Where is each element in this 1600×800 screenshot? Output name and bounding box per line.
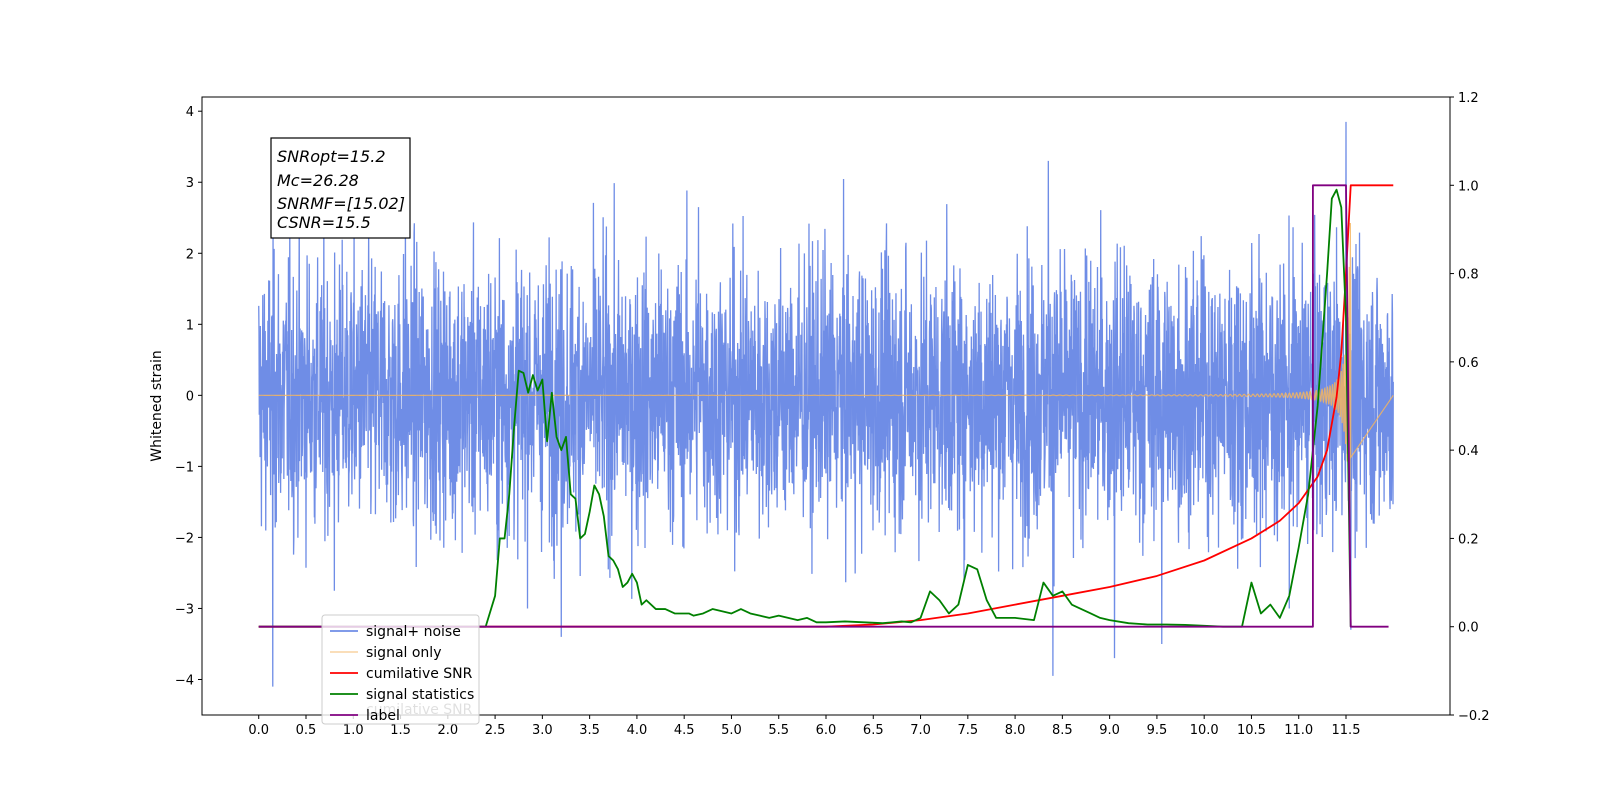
series-signal-noise: [258, 121, 1394, 687]
y-tick-label: 0: [186, 389, 194, 404]
legend-label-signal-statistics: signal statistics: [366, 687, 474, 703]
y-tick-label: 1: [186, 318, 194, 333]
x-tick-label: 9.0: [1099, 723, 1120, 738]
x-tick-label: 4.0: [627, 723, 648, 738]
y-tick-label: −2: [175, 531, 194, 546]
y-tick-label: 2: [186, 247, 194, 262]
info-box: SNRopt=15.2 Mc=26.28 SNRMF=[15.02] CSNR=…: [270, 137, 411, 239]
x-tick-label: 6.0: [816, 723, 837, 738]
y2-tick-label: 0.2: [1458, 532, 1479, 547]
y-tick-label: −1: [175, 460, 194, 475]
info-chirp-mass: Mc=26.28: [277, 171, 359, 190]
x-tick-label: 10.0: [1190, 723, 1219, 738]
y-tick-label: 4: [186, 105, 194, 120]
legend: cumilative SNR signal+ noise signal only c…: [321, 614, 480, 725]
x-tick-label: 1.5: [390, 723, 411, 738]
legend-label-cumilative-snr: cumilative SNR: [366, 666, 473, 682]
y2-tick-label: −0.2: [1458, 709, 1490, 724]
x-tick-label: 7.5: [957, 723, 978, 738]
x-tick-label: 2.5: [485, 723, 506, 738]
y-axis-label: Whitened strain: [149, 350, 165, 461]
x-tick-label: 0.5: [296, 723, 317, 738]
series-cumilative-snr: [258, 184, 1394, 628]
y2-tick-label: 1.0: [1458, 179, 1479, 194]
y-tick-label: 3: [186, 176, 194, 191]
x-tick-label: 11.5: [1332, 723, 1361, 738]
x-tick-label: 7.0: [910, 723, 931, 738]
legend-overlap-text: cumilative SNR: [366, 702, 473, 718]
y2-tick-label: 0.8: [1458, 268, 1479, 283]
y2-tick-label: 1.2: [1458, 91, 1479, 106]
x-tick-label: 8.5: [1052, 723, 1073, 738]
legend-label-label: label: [366, 708, 400, 724]
x-tick-label: 5.5: [768, 723, 789, 738]
plot-area: [258, 121, 1394, 687]
info-box-frame: [270, 137, 411, 239]
legend-frame: [321, 614, 480, 725]
x-tick-label: 10.5: [1237, 723, 1266, 738]
series-label: [258, 184, 1389, 628]
x-tick-label: 5.0: [721, 723, 742, 738]
legend-label-signal-noise: signal+ noise: [366, 624, 461, 640]
y2-tick-label: 0.6: [1458, 356, 1479, 371]
y2-tick-label: 0.0: [1458, 621, 1479, 636]
x-tick-label: 1.0: [343, 723, 364, 738]
y2-tick-label: 0.4: [1458, 444, 1479, 459]
x-tick-label: 11.0: [1284, 723, 1313, 738]
x-tick-label: 4.5: [674, 723, 695, 738]
series-signal-statistics: [258, 188, 1352, 628]
axis-ticks: 0.0 0.5 1.0 1.5 2.0 2.5 3.0 3.5 4.0 4.5 5.0 5.5 6.0 6…: [175, 91, 1490, 738]
x-tick-label: 6.5: [863, 723, 884, 738]
x-tick-label: 8.0: [1005, 723, 1026, 738]
legend-label-signal-only: signal only: [366, 645, 441, 661]
x-tick-label: 9.5: [1147, 723, 1168, 738]
x-tick-label: 3.0: [532, 723, 553, 738]
info-snr-mf: SNRMF=[15.02]: [277, 194, 405, 213]
info-snr-opt: SNRopt=15.2: [277, 147, 386, 166]
series-signal-only: [258, 222, 1394, 567]
info-csnr: CSNR=15.5: [277, 213, 371, 232]
x-tick-label: 2.0: [437, 723, 458, 738]
x-tick-label: 0.0: [248, 723, 269, 738]
x-tick-label: 3.5: [579, 723, 600, 738]
y-tick-label: −3: [175, 602, 194, 617]
y-tick-label: −4: [175, 673, 194, 688]
